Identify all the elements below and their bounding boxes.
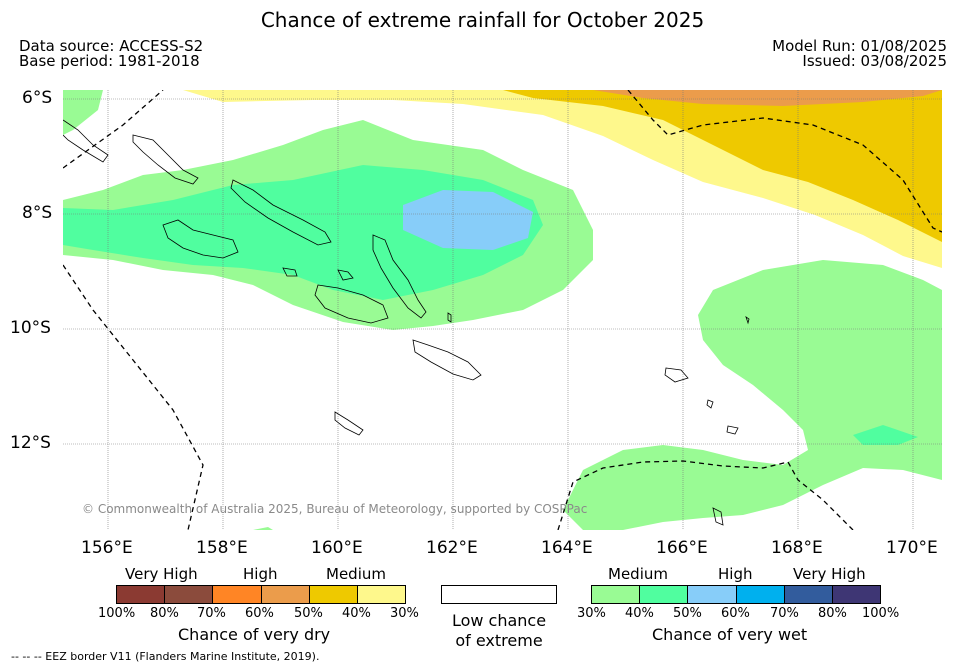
lat-label-10s: 10°S [10,318,51,338]
wet-swatch-4 [736,586,785,603]
low-chance-swatch [441,585,557,604]
wet-cat-very-high: Very High [793,565,866,583]
dry-tick-100: 100% [98,606,136,621]
wet-tick-30: 30% [577,606,606,621]
lon-label-156e: 156°E [81,538,133,558]
wet-tick-80: 80% [818,606,847,621]
wet-legend-title: Chance of very wet [652,625,808,644]
base-period: Base period: 1981-2018 [19,52,200,70]
wet-medium-small-patch [253,527,273,530]
eez-note: -- -- -- EEZ border V11 (Flanders Marine… [11,650,320,663]
lat-label-8s: 8°S [22,203,53,223]
wet-medium-west-region [63,90,103,135]
dry-tick-70: 70% [197,606,226,621]
dry-swatch-4 [261,586,310,603]
low-chance-line2: of extreme [455,631,543,650]
dry-legend-title: Chance of very dry [178,625,331,644]
wet-medium-east-region [563,260,942,530]
dry-cat-high: High [243,565,278,583]
wet-tick-70: 70% [770,606,799,621]
wet-swatch-6 [832,586,881,603]
coastlines [63,119,750,526]
dry-tick-80: 80% [150,606,179,621]
graticule [63,90,942,530]
wet-swatch-5 [784,586,833,603]
wet-highest-region [403,190,533,250]
dry-swatch-3 [213,586,262,603]
eez-border [63,90,942,530]
dry-tick-60: 60% [245,606,274,621]
wet-tick-100: 100% [862,606,900,621]
lat-label-12s: 12°S [10,433,51,453]
wet-cat-medium: Medium [608,565,668,583]
lon-label-164e: 164°E [541,538,593,558]
wet-swatch-1 [592,586,641,603]
dry-swatch-2 [165,586,214,603]
dry-tick-40: 40% [342,606,371,621]
lat-label-6s: 6°S [22,88,53,108]
copyright-notice: © Commonwealth of Australia 2025, Bureau… [82,502,588,516]
low-chance-line1: Low chance [451,611,547,630]
dry-high-region [593,90,942,106]
lon-label-158e: 158°E [196,538,248,558]
wet-tick-60: 60% [721,606,750,621]
lon-label-166e: 166°E [656,538,708,558]
lon-label-170e: 170°E [886,538,938,558]
low-chance-label: Low chance of extreme [441,611,557,651]
dry-cat-medium: Medium [326,565,386,583]
lon-label-162e: 162°E [426,538,478,558]
dry-tick-30: 30% [390,606,419,621]
run-info: Model Run: 01/08/2025 Issued: 03/08/2025 [772,39,947,69]
source-info: Data source: ACCESS-S2 Base period: 1981… [19,39,203,69]
wet-swatch-3 [688,586,737,603]
issued-date: Issued: 03/08/2025 [802,52,947,70]
dry-swatch-5 [309,586,358,603]
wet-swatch-2 [640,586,689,603]
dry-swatch-1 [117,586,166,603]
dry-tick-50: 50% [294,606,323,621]
lon-label-160e: 160°E [311,538,363,558]
wet-high-east-patch [853,425,918,445]
wet-tick-40: 40% [625,606,654,621]
data-source: Data source: ACCESS-S2 [19,37,204,55]
wet-colorbar [591,585,881,604]
lon-label-168e: 168°E [771,538,823,558]
dry-swatch-6 [357,586,406,603]
dry-medium-region [503,90,942,242]
dry-cat-very-high: Very High [125,565,198,583]
chart-title: Chance of extreme rainfall for October 2… [260,8,705,32]
dry-colorbar [116,585,406,604]
wet-cat-high: High [718,565,753,583]
wet-tick-50: 50% [673,606,702,621]
rainfall-map [63,90,942,530]
model-run: Model Run: 01/08/2025 [772,37,947,55]
